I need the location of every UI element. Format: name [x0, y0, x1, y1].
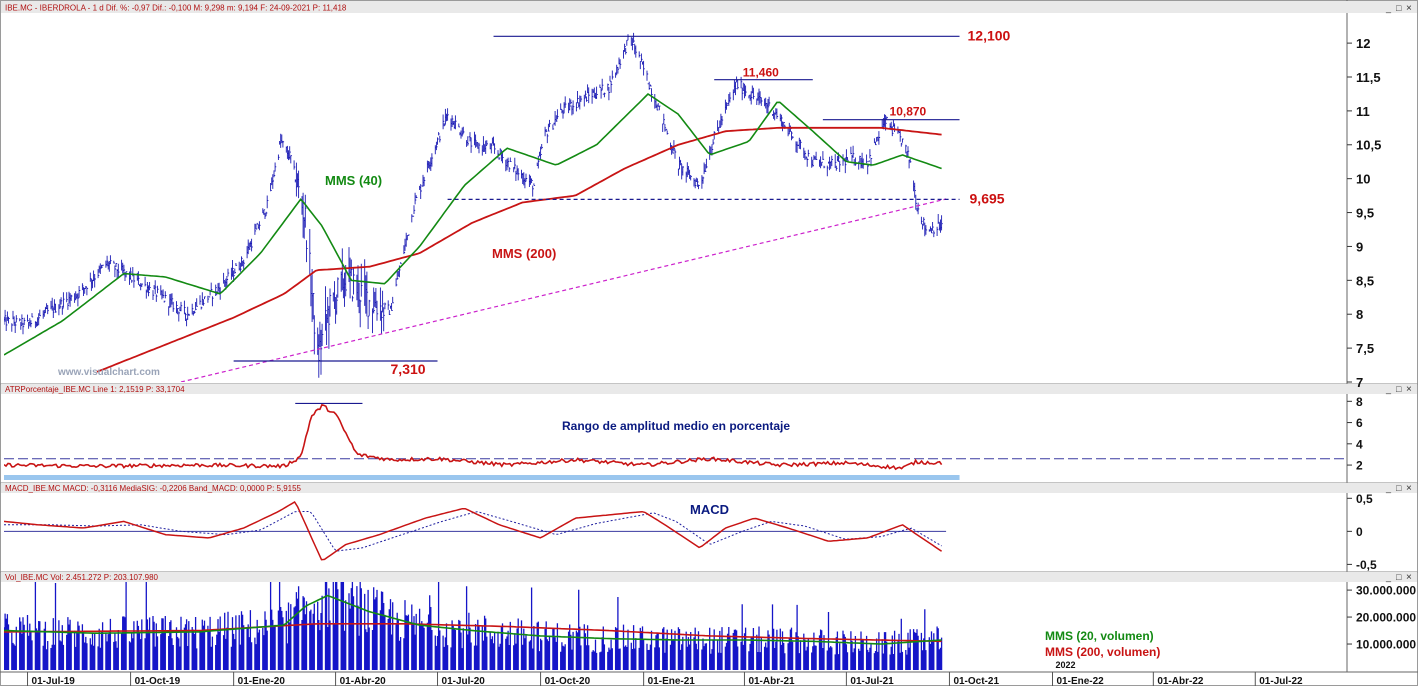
y-tick-label: 8 — [1356, 395, 1363, 409]
y-tick-label: 0,5 — [1356, 492, 1373, 506]
price-header-text: IBE.MC - IBERDROLA - 1 d Dif. %: -0,97 D… — [5, 4, 347, 13]
maximize-icon[interactable]: □ — [1396, 572, 1402, 582]
y-tick-label: 7,5 — [1356, 341, 1374, 356]
macd-plot — [4, 500, 947, 561]
macd-panel-controls[interactable]: _ □ × — [1385, 483, 1412, 494]
mma40-label: MMS (40) — [325, 173, 382, 188]
macd-line — [4, 500, 943, 561]
x-tick-label: 01-Abr-22 — [1157, 676, 1204, 686]
price-level-label: 10,870 — [890, 105, 927, 119]
x-tick-label: 01-Jul-19 — [32, 676, 76, 686]
macd-y-axis: 0,5 0 -0,5 — [1347, 492, 1377, 572]
x-tick-label: 01-Oct-20 — [545, 676, 591, 686]
vol-ma20-label: MMS (20, volumen) — [1045, 629, 1154, 643]
volume-bars — [4, 582, 943, 670]
atr-plot — [4, 402, 1346, 480]
y-tick-label: 12 — [1356, 36, 1370, 51]
y-tick-label: 4 — [1356, 437, 1363, 451]
watermark: www.visualchart.com — [57, 367, 160, 378]
price-plot — [4, 32, 960, 382]
vol-ma200-line — [4, 623, 942, 643]
y-tick-label: 11 — [1356, 104, 1370, 119]
vol-ma200-label: MMS (200, volumen) — [1045, 645, 1160, 659]
x-tick-label: 01-Ene-21 — [648, 676, 696, 686]
maximize-icon[interactable]: □ — [1396, 384, 1402, 394]
price-header-bar — [1, 1, 1417, 13]
x-tick-label: 01-Abr-20 — [340, 676, 387, 686]
maximize-icon[interactable]: □ — [1396, 483, 1402, 493]
year-marker-label: 2022 — [1056, 660, 1076, 670]
y-tick-label: 10 — [1356, 172, 1370, 187]
y-tick-label: 9,5 — [1356, 205, 1374, 220]
y-tick-label: 10.000.000 — [1356, 638, 1416, 652]
y-tick-label: 9 — [1356, 239, 1363, 254]
atr-header-text: ATRPorcentaje_IBE.MC Line 1: 2,1519 P: 3… — [5, 385, 185, 394]
y-tick-label: 8,5 — [1356, 273, 1374, 288]
x-tick-label: 01-Oct-19 — [135, 676, 181, 686]
close-icon[interactable]: × — [1406, 3, 1412, 14]
y-tick-label: -0,5 — [1356, 558, 1377, 572]
maximize-icon[interactable]: □ — [1396, 3, 1402, 13]
mma200-label: MMS (200) — [492, 246, 556, 261]
macd-panel-title: MACD — [690, 502, 729, 517]
atr-base-band — [4, 475, 960, 480]
macd-header-bar — [1, 483, 1417, 493]
support-trendline — [180, 198, 947, 382]
y-tick-label: 20.000.000 — [1356, 611, 1416, 625]
y-tick-label: 0 — [1356, 525, 1363, 539]
price-panel-controls[interactable]: _ □ × — [1385, 3, 1412, 14]
x-tick-label: 01-Ene-20 — [238, 676, 286, 686]
price-level-label: 7,310 — [391, 361, 426, 377]
close-icon[interactable]: × — [1406, 572, 1412, 583]
macd-header-text: MACD_IBE.MC MACD: -0,3116 MediaSIG: -0,2… — [5, 484, 302, 493]
atr-line — [4, 403, 943, 471]
price-level-label: 11,460 — [743, 66, 779, 80]
price-level-label: 12,100 — [968, 27, 1011, 43]
mma200-line — [96, 126, 942, 373]
date-x-axis: 01-Jul-19 01-Oct-19 01-Ene-20 01-Abr-20 01-J… — [27, 660, 1303, 686]
price-y-axis: 12 11,5 11 10,5 10 9,5 9 8,5 8 7,5 7 — [1347, 36, 1381, 390]
minimize-icon[interactable]: _ — [1385, 3, 1392, 13]
volume-plot — [4, 582, 943, 670]
price-level-labels: 12,100 11,460 10,870 9,695 7,310 — [391, 27, 1011, 377]
y-tick-label: 6 — [1356, 416, 1363, 430]
y-tick-label: 10,5 — [1356, 138, 1381, 153]
vol-ma20-line — [4, 594, 942, 645]
x-tick-label: 01-Jul-22 — [1259, 676, 1303, 686]
atr-y-axis: 8 6 4 2 — [1347, 395, 1363, 473]
minimize-icon[interactable]: _ — [1385, 483, 1392, 493]
y-tick-label: 30.000.000 — [1356, 584, 1416, 598]
price-bars — [4, 32, 943, 378]
atr-panel-title: Rango de amplitud medio en porcentaje — [562, 419, 790, 433]
price-level-label: 9,695 — [970, 190, 1005, 206]
close-icon[interactable]: × — [1406, 384, 1412, 395]
x-tick-label: 01-Jul-21 — [850, 676, 894, 686]
y-tick-label: 7 — [1356, 375, 1363, 390]
x-tick-label: 01-Abr-21 — [748, 676, 795, 686]
y-tick-label: 8 — [1356, 307, 1363, 322]
minimize-icon[interactable]: _ — [1385, 384, 1392, 394]
atr-panel-controls[interactable]: _ □ × — [1385, 384, 1412, 395]
volume-panel-controls[interactable]: _ □ × — [1385, 572, 1412, 583]
atr-header-bar — [1, 384, 1417, 394]
close-icon[interactable]: × — [1406, 483, 1412, 494]
volume-header-bar — [1, 572, 1417, 582]
minimize-icon[interactable]: _ — [1385, 572, 1392, 582]
volume-y-axis: 30.000.000 20.000.000 10.000.000 — [1347, 584, 1416, 652]
x-tick-label: 01-Ene-22 — [1057, 676, 1105, 686]
mma40-line — [4, 92, 942, 356]
y-tick-label: 2 — [1356, 459, 1363, 473]
x-tick-label: 01-Oct-21 — [953, 676, 999, 686]
volume-header-text: Vol_IBE.MC Vol: 2.451.272 P: 203.107.980 — [5, 573, 159, 582]
x-tick-label: 01-Jul-20 — [442, 676, 486, 686]
y-tick-label: 11,5 — [1356, 70, 1381, 85]
